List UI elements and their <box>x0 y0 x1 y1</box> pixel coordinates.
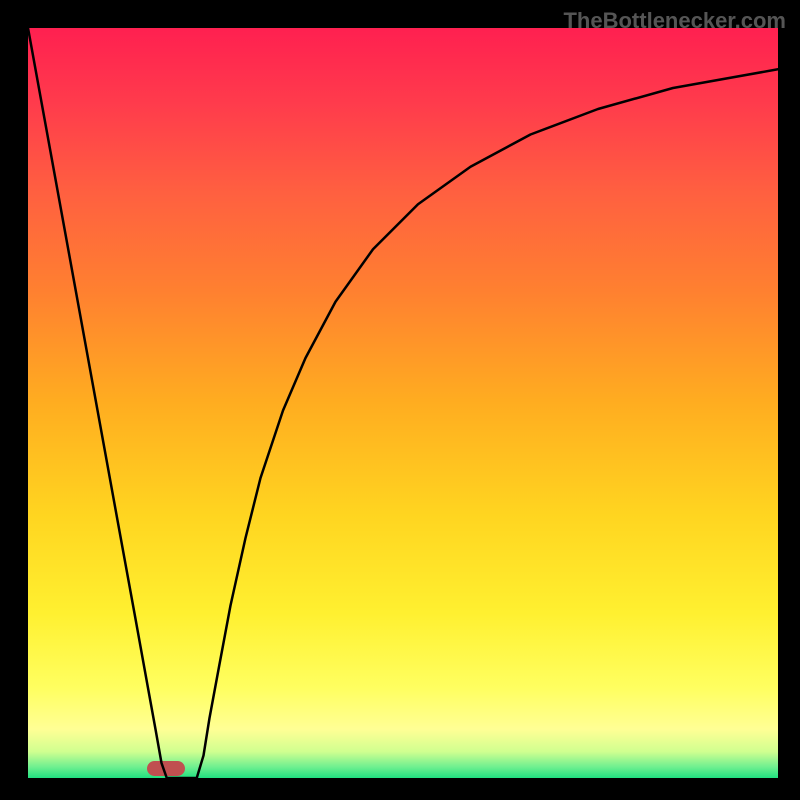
plot-area <box>28 28 778 778</box>
bottleneck-curve <box>28 28 778 778</box>
curve-path <box>28 28 778 778</box>
watermark-text: TheBottlenecker.com <box>563 8 786 34</box>
